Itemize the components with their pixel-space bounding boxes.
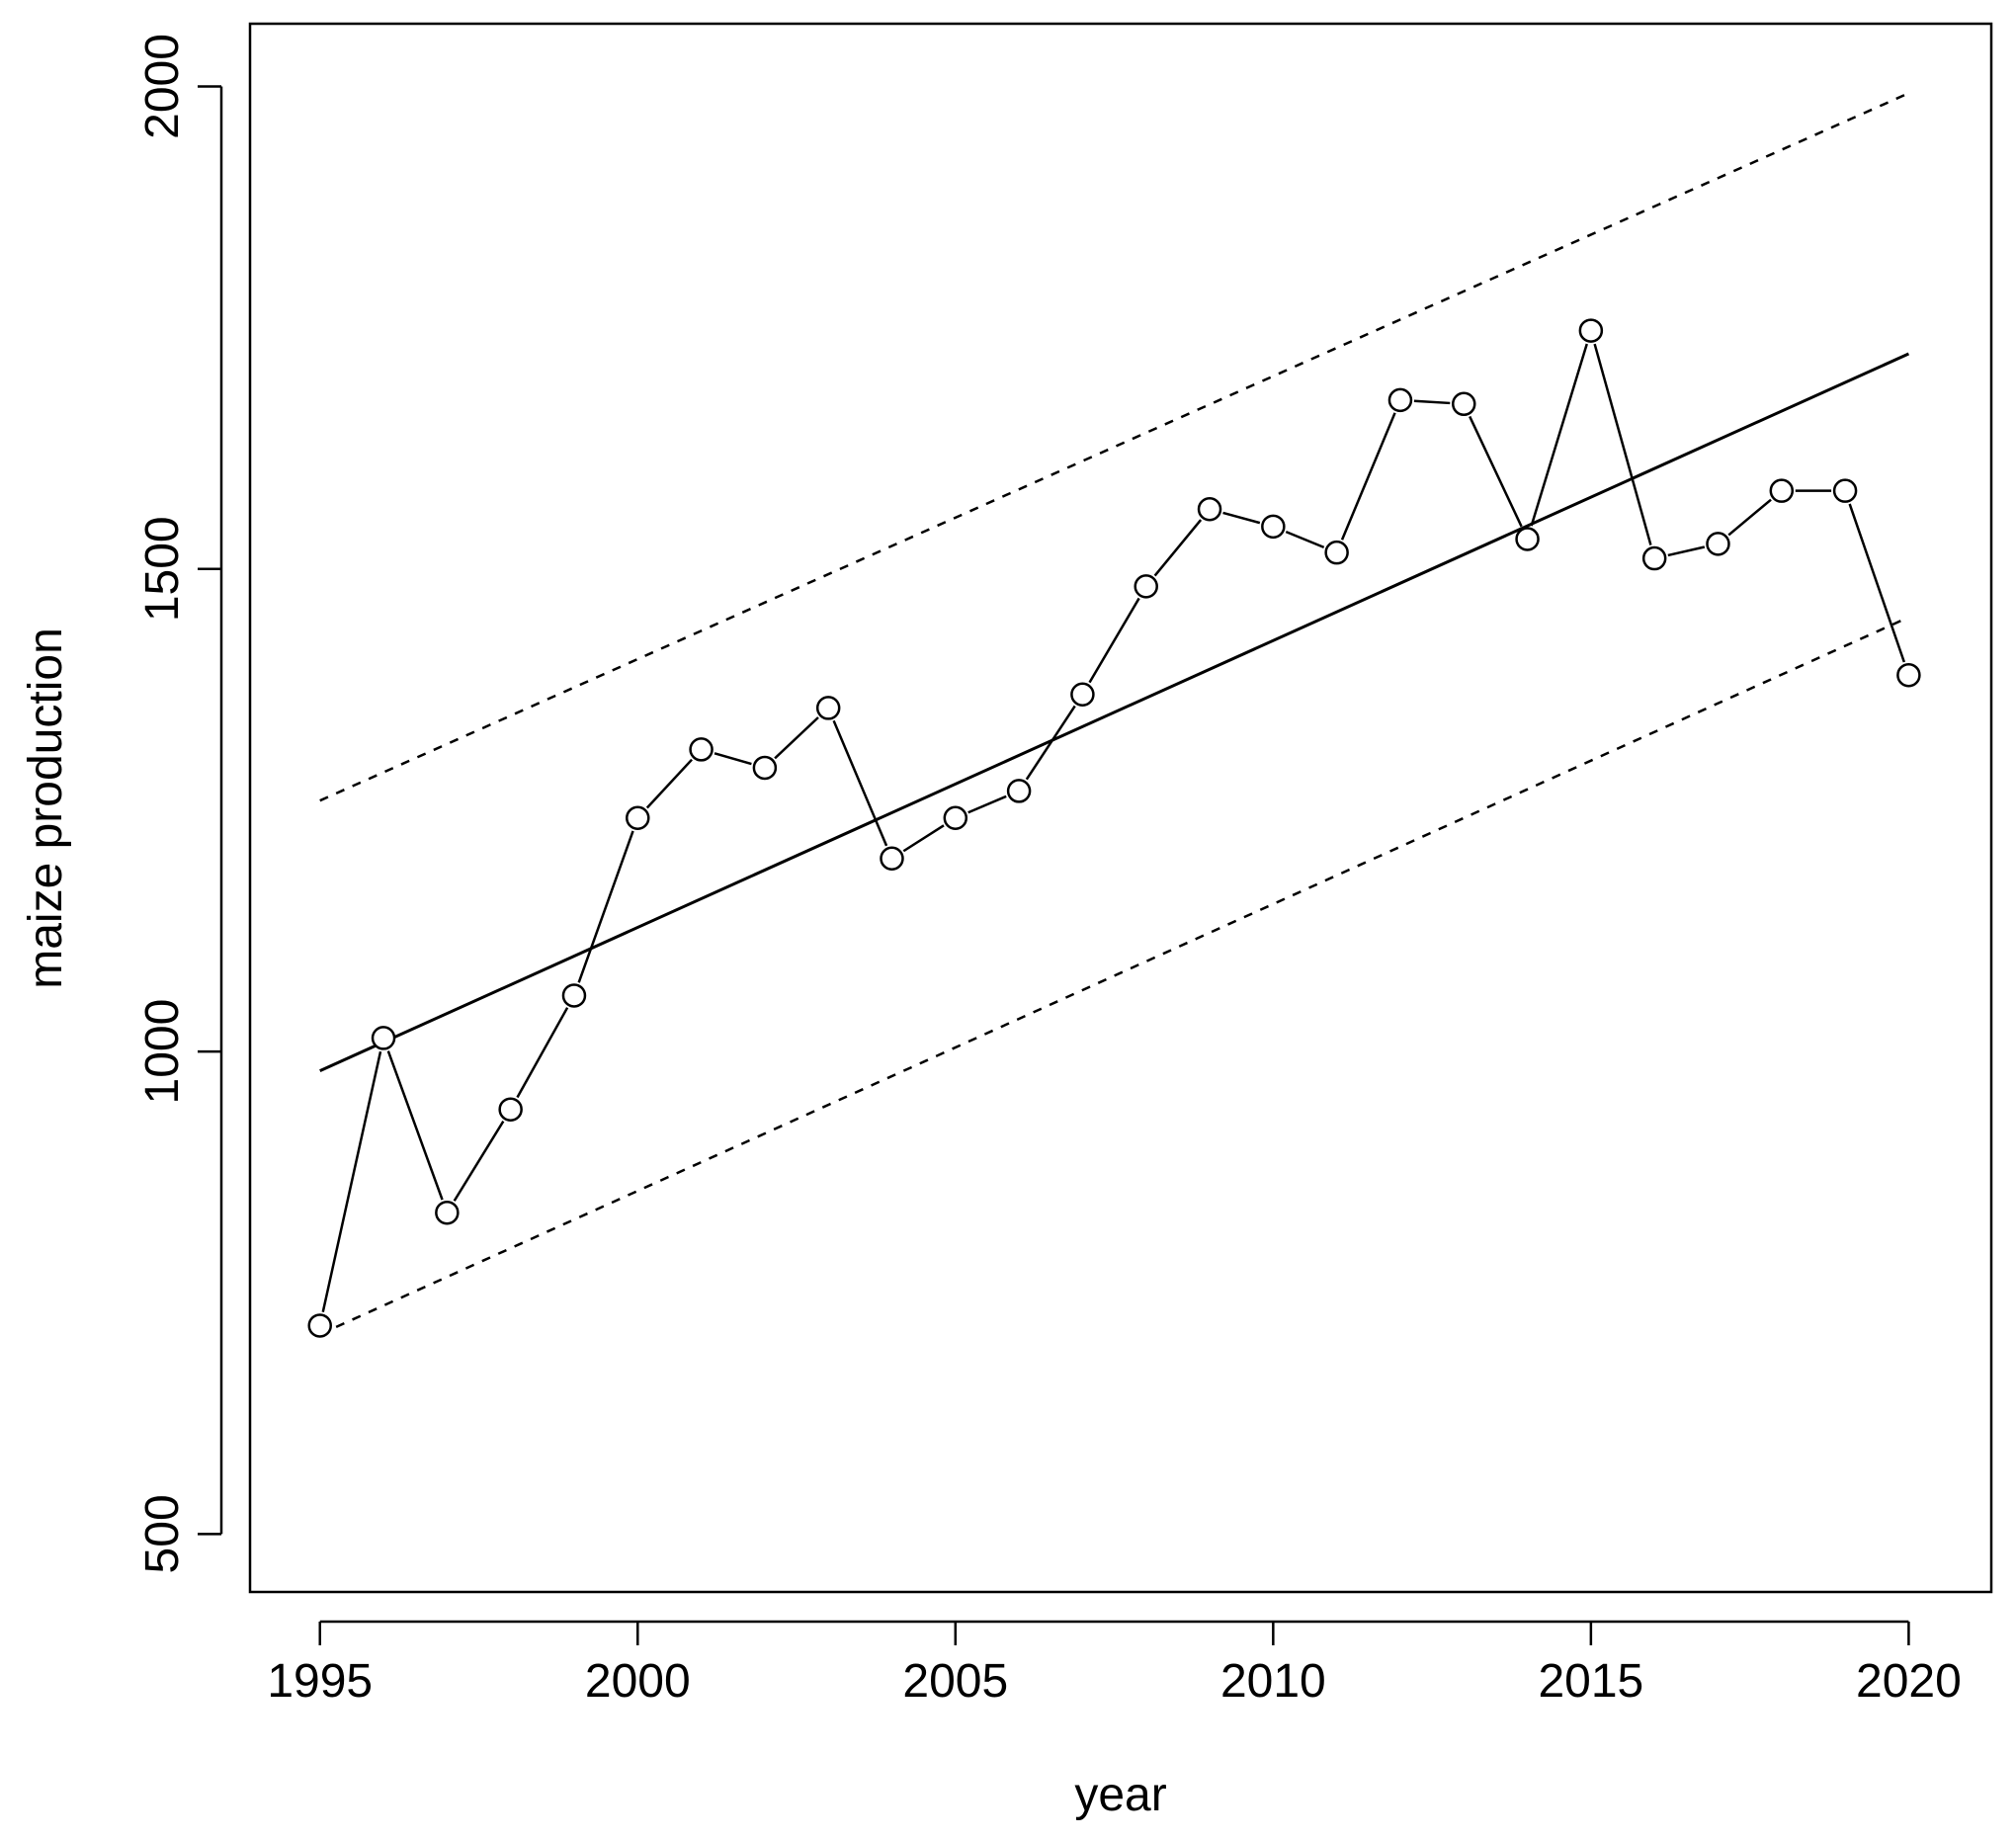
y-tick-label: 2000 bbox=[136, 34, 189, 139]
y-axis-label: maize production bbox=[20, 627, 72, 989]
series-segment bbox=[386, 1050, 444, 1201]
trend-line bbox=[319, 352, 1910, 1072]
series-segment bbox=[1088, 597, 1140, 684]
data-point bbox=[1706, 532, 1730, 556]
data-point bbox=[1578, 318, 1604, 343]
data-point bbox=[689, 737, 714, 762]
x-axis: 1995 2000 2005 2010 2015 2020 bbox=[267, 1620, 1962, 1708]
series-segment bbox=[714, 752, 752, 766]
series-segment bbox=[902, 824, 945, 853]
x-tick-label: 2010 bbox=[1220, 1655, 1326, 1708]
data-point bbox=[1387, 387, 1413, 413]
series-segment bbox=[577, 830, 634, 983]
series-segment bbox=[1153, 519, 1203, 577]
series-segment bbox=[967, 795, 1007, 814]
data-point bbox=[1006, 779, 1032, 803]
data-point bbox=[1769, 478, 1795, 503]
fitted-trend bbox=[319, 352, 1910, 1072]
series-segment bbox=[516, 1007, 569, 1099]
series-segment bbox=[1222, 511, 1261, 525]
data-point bbox=[1641, 545, 1667, 571]
data-point bbox=[307, 1313, 332, 1338]
series-segment bbox=[1530, 343, 1588, 527]
series-segment bbox=[1667, 545, 1706, 557]
series-segment bbox=[1469, 415, 1523, 528]
lower-band-line bbox=[319, 616, 1909, 1336]
plot-frame bbox=[248, 22, 1993, 1594]
series-segment bbox=[774, 716, 819, 760]
x-tick-label: 2015 bbox=[1538, 1655, 1643, 1708]
data-point bbox=[1515, 527, 1540, 551]
data-point bbox=[1197, 496, 1222, 522]
y-tick-label: 1500 bbox=[136, 516, 189, 622]
series-segment bbox=[645, 758, 693, 809]
series-segment bbox=[1340, 412, 1396, 541]
data-point bbox=[1896, 662, 1921, 688]
data-point bbox=[752, 755, 778, 781]
data-point bbox=[1070, 682, 1095, 707]
series-segment bbox=[1593, 343, 1652, 545]
series-segment bbox=[1848, 503, 1906, 663]
series-segment bbox=[832, 719, 888, 847]
x-tick-label: 2000 bbox=[585, 1655, 691, 1708]
data-series bbox=[307, 318, 1921, 1338]
series-segment bbox=[453, 1120, 505, 1202]
series-segment bbox=[1413, 399, 1451, 405]
x-tick-label: 1995 bbox=[267, 1655, 373, 1708]
data-point bbox=[1261, 514, 1286, 540]
data-point bbox=[435, 1200, 460, 1225]
upper-band-line bbox=[319, 92, 1909, 802]
data-point bbox=[1832, 478, 1858, 503]
x-axis-label: year bbox=[1074, 1769, 1166, 1821]
data-point bbox=[1324, 540, 1349, 565]
data-point bbox=[1134, 574, 1158, 599]
data-point bbox=[1452, 391, 1476, 417]
series-segment bbox=[1727, 498, 1772, 537]
data-point bbox=[626, 805, 650, 831]
x-tick-label: 2020 bbox=[1856, 1655, 1962, 1708]
data-point bbox=[561, 983, 587, 1008]
data-point bbox=[371, 1026, 396, 1050]
prediction-bands bbox=[319, 92, 1909, 1336]
y-axis: 500 1000 1500 2000 bbox=[136, 34, 223, 1573]
y-tick-label: 500 bbox=[136, 1494, 189, 1573]
data-point bbox=[498, 1097, 523, 1122]
data-point bbox=[880, 846, 904, 872]
x-tick-label: 2005 bbox=[902, 1655, 1008, 1708]
data-point bbox=[815, 696, 841, 720]
y-tick-label: 1000 bbox=[136, 999, 189, 1105]
data-point bbox=[943, 805, 968, 831]
series-segment bbox=[321, 1050, 382, 1313]
series-segment bbox=[1285, 530, 1325, 549]
series-segment bbox=[1025, 705, 1076, 781]
